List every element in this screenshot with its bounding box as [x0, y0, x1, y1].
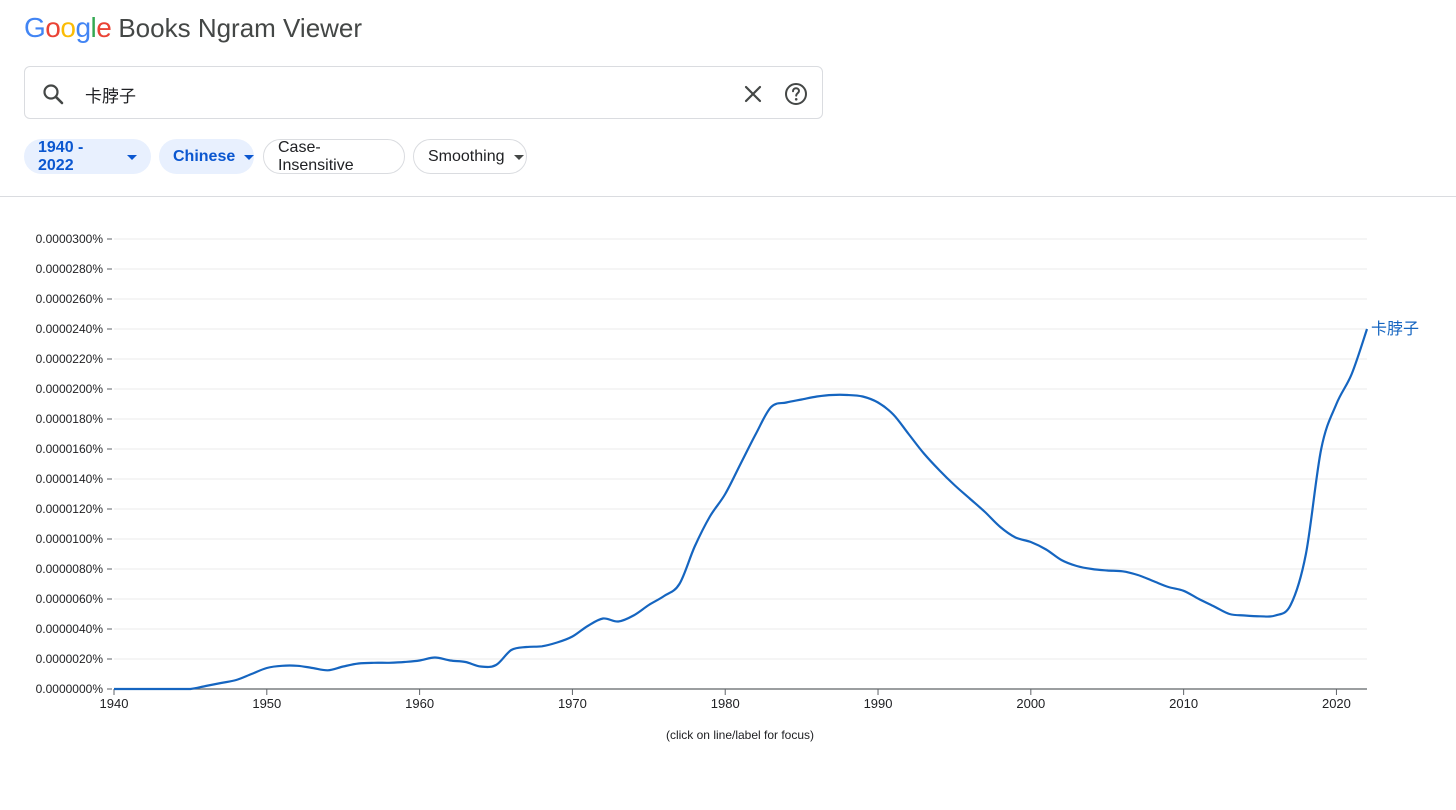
y-tick-label: 0.0000040% — [36, 622, 104, 636]
logo-letter: o — [60, 12, 76, 43]
y-tick-label: 0.0000300% — [36, 232, 104, 246]
product-name: Books Ngram Viewer — [118, 13, 363, 43]
year-range-label: 1940 - 2022 — [38, 138, 84, 174]
help-icon[interactable] — [784, 82, 808, 106]
x-axis: 1940 1950 1960 1970 1980 1990 2000 2010 2020 — [100, 688, 1367, 711]
x-tick-label: 2000 — [1016, 696, 1045, 711]
chart-grid — [114, 238, 1367, 660]
y-axis: 0.0000000% 0.0000020% 0.0000040% 0.0000060%… — [36, 232, 112, 696]
y-tick-label: 0.0000080% — [36, 562, 104, 576]
y-tick-label: 0.0000020% — [36, 652, 104, 666]
logo[interactable]: Google Books Ngram Viewer — [24, 12, 362, 46]
y-tick-label: 0.0000240% — [36, 322, 104, 336]
y-tick-label: 0.0000280% — [36, 262, 104, 276]
logo-letter: l — [90, 12, 97, 43]
logo-letter: o — [45, 12, 61, 43]
y-tick-label: 0.0000220% — [36, 352, 104, 366]
y-tick-label: 0.0000200% — [36, 382, 104, 396]
x-tick-label: 1990 — [864, 696, 893, 711]
smoothing-dropdown[interactable]: Smoothing — [413, 139, 527, 174]
close-icon[interactable] — [741, 82, 765, 106]
logo-letter: G — [24, 12, 46, 43]
year-range-dropdown[interactable]: 1940 - 2022 — [24, 139, 151, 174]
smoothing-label: Smoothing — [428, 147, 505, 165]
ngram-chart: 0.0000000% 0.0000020% 0.0000040% 0.0000060%… — [36, 232, 1419, 742]
x-tick-label: 1970 — [558, 696, 587, 711]
header-divider — [0, 196, 1456, 197]
y-tick-label: 0.0000180% — [36, 412, 104, 426]
chart-series[interactable]: 卡脖子 — [113, 319, 1419, 691]
logo-letter: e — [96, 12, 112, 43]
search-box[interactable] — [24, 66, 823, 119]
x-tick-label: 1960 — [405, 696, 434, 711]
x-tick-label: 1950 — [252, 696, 281, 711]
x-tick-label: 1980 — [711, 696, 740, 711]
y-tick-label: 0.0000140% — [36, 472, 104, 486]
y-tick-label: 0.0000160% — [36, 442, 104, 456]
x-tick-label: 2020 — [1322, 696, 1351, 711]
series-line[interactable] — [113, 328, 1369, 691]
google-logo: Google — [24, 12, 112, 44]
series-label[interactable]: 卡脖子 — [1371, 319, 1419, 338]
case-insensitive-toggle[interactable]: Case-Insensitive — [263, 139, 405, 174]
x-tick-label: 2010 — [1169, 696, 1198, 711]
y-tick-label: 0.0000260% — [36, 292, 104, 306]
chevron-down-icon — [513, 155, 524, 160]
search-input[interactable] — [83, 79, 707, 109]
x-tick-label: 1940 — [100, 696, 129, 711]
chevron-down-icon — [127, 155, 137, 160]
corpus-label: Chinese — [173, 147, 236, 165]
case-insensitive-label: Case-Insensitive — [278, 138, 354, 174]
y-tick-label: 0.0000120% — [36, 502, 104, 516]
chevron-down-icon — [244, 155, 255, 160]
y-tick-label: 0.0000100% — [36, 532, 104, 546]
chart-footnote: (click on line/label for focus) — [666, 728, 814, 742]
corpus-dropdown[interactable]: Chinese — [159, 139, 255, 174]
y-tick-label: 0.0000060% — [36, 592, 104, 606]
y-tick-label: 0.0000000% — [36, 682, 104, 696]
logo-letter: g — [75, 12, 91, 43]
search-icon[interactable] — [41, 82, 65, 106]
